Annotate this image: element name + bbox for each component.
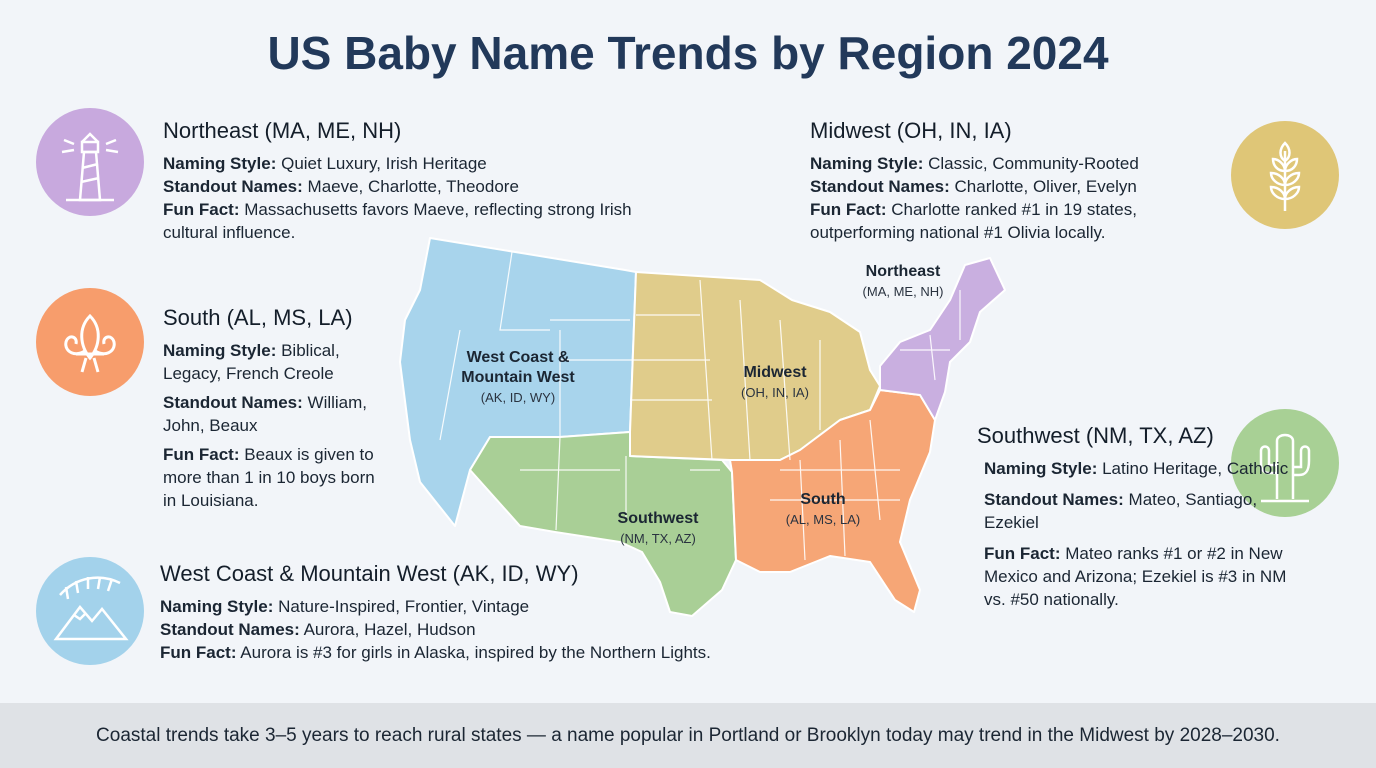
region-panel: Midwest (OH, IN, IA) Naming Style: Classi… — [810, 118, 1180, 244]
detail-text: Mateo ranks #1 or #2 in New Mexico and A… — [984, 544, 1287, 609]
map-region-name: West Coast & Mountain West — [461, 349, 575, 386]
detail-label: Naming Style: — [984, 459, 1098, 478]
detail-label: Naming Style: — [160, 597, 274, 616]
region-detail: Fun Fact: Aurora is #3 for girls in Alas… — [160, 641, 780, 664]
region-detail: Fun Fact: Beaux is given to more than 1 … — [163, 443, 378, 512]
map-label: South (AL, MS, LA) — [763, 490, 883, 530]
wheat-icon — [1231, 121, 1339, 229]
map-label: West Coast & Mountain West (AK, ID, WY) — [448, 348, 588, 408]
region-heading: West Coast & Mountain West (AK, ID, WY) — [160, 561, 579, 586]
map-region-states: (MA, ME, NH) — [862, 284, 944, 299]
region-detail: Standout Names: Mateo, Santiago, Ezekiel — [977, 488, 1307, 534]
region-heading: South (AL, MS, LA) — [163, 305, 353, 330]
map-region-states: (NM, TX, AZ) — [620, 531, 696, 546]
region-detail: Fun Fact: Mateo ranks #1 or #2 in New Me… — [977, 542, 1307, 611]
lighthouse-icon — [36, 108, 144, 216]
detail-text: William, John, Beaux — [163, 393, 368, 435]
detail-label: Standout Names: — [160, 620, 300, 639]
detail-text: Massachusetts favors Maeve, reflecting s… — [163, 200, 632, 242]
title: US Baby Name Trends by Region 2024 — [267, 27, 1109, 79]
map-label: Southwest (NM, TX, AZ) — [598, 509, 718, 549]
south-region — [729, 389, 936, 613]
detail-label: Fun Fact: — [160, 643, 237, 662]
region-panel: West Coast & Mountain West (AK, ID, WY) N… — [160, 561, 780, 664]
detail-text: Beaux is given to more than 1 in 10 boys… — [163, 445, 375, 510]
us-map — [399, 237, 1006, 617]
region-heading: Southwest (NM, TX, AZ) — [977, 423, 1214, 448]
region-detail: Standout Names: William, John, Beaux — [163, 391, 378, 437]
detail-label: Standout Names: — [163, 177, 303, 196]
region-panel: Southwest (NM, TX, AZ) Naming Style: Lati… — [977, 423, 1307, 619]
northeast-region — [879, 257, 1006, 421]
detail-label: Standout Names: — [163, 393, 303, 412]
region-panel: South (AL, MS, LA) Naming Style: Biblical… — [163, 305, 378, 518]
detail-label: Naming Style: — [810, 154, 924, 173]
detail-text: Aurora, Hazel, Hudson — [303, 620, 476, 639]
region-detail: Fun Fact: Massachusetts favors Maeve, re… — [163, 198, 653, 244]
detail-label: Standout Names: — [984, 490, 1124, 509]
region-heading: Midwest (OH, IN, IA) — [810, 118, 1012, 143]
map-region-name: Northeast — [865, 263, 941, 280]
fleur-de-lis-icon — [36, 288, 144, 396]
detail-label: Fun Fact: — [810, 200, 887, 219]
region-detail: Naming Style: Latino Heritage, Catholic — [977, 457, 1307, 480]
detail-text: Quiet Luxury, Irish Heritage — [281, 154, 487, 173]
detail-text: Charlotte ranked #1 in 19 states, outper… — [810, 200, 1137, 242]
map-region-states: (AK, ID, WY) — [480, 390, 556, 405]
region-detail: Standout Names: Charlotte, Oliver, Evely… — [810, 175, 1180, 198]
detail-text: Maeve, Charlotte, Theodore — [307, 177, 519, 196]
detail-text: Charlotte, Oliver, Evelyn — [954, 177, 1137, 196]
region-detail: Standout Names: Aurora, Hazel, Hudson — [160, 618, 780, 641]
region-heading: Northeast (MA, ME, NH) — [163, 118, 402, 143]
map-region-name: Southwest — [617, 510, 699, 527]
detail-label: Fun Fact: — [163, 200, 240, 219]
region-detail: Fun Fact: Charlotte ranked #1 in 19 stat… — [810, 198, 1180, 244]
detail-text: Classic, Community-Rooted — [928, 154, 1139, 173]
map-region-name: Midwest — [743, 364, 807, 381]
cactus-icon — [1231, 409, 1339, 517]
map-region-states: (AL, MS, LA) — [785, 512, 861, 527]
region-detail: Standout Names: Maeve, Charlotte, Theodo… — [163, 175, 653, 198]
map-label: Midwest (OH, IN, IA) — [715, 363, 835, 403]
region-detail: Naming Style: Nature-Inspired, Frontier,… — [160, 595, 780, 618]
mountain-aurora-icon — [36, 557, 144, 665]
detail-text: Latino Heritage, Catholic — [1102, 459, 1289, 478]
region-detail: Naming Style: Quiet Luxury, Irish Herita… — [163, 152, 653, 175]
detail-label: Naming Style: — [163, 341, 277, 360]
region-detail: Naming Style: Biblical, Legacy, French C… — [163, 339, 378, 385]
region-detail: Naming Style: Classic, Community-Rooted — [810, 152, 1180, 175]
footer-note: Coastal trends take 3–5 years to reach r… — [0, 703, 1376, 768]
detail-text: Biblical, Legacy, French Creole — [163, 341, 340, 383]
detail-text: Nature-Inspired, Frontier, Vintage — [278, 597, 530, 616]
detail-text: Aurora is #3 for girls in Alaska, inspir… — [240, 643, 711, 662]
map-label: Northeast (MA, ME, NH) — [843, 262, 963, 302]
detail-label: Fun Fact: — [163, 445, 240, 464]
detail-text: Mateo, Santiago, Ezekiel — [984, 490, 1258, 532]
region-panel: Northeast (MA, ME, NH) Naming Style: Quie… — [163, 118, 653, 244]
map-region-states: (OH, IN, IA) — [741, 385, 809, 400]
detail-label: Standout Names: — [810, 177, 950, 196]
detail-label: Fun Fact: — [984, 544, 1061, 563]
detail-label: Naming Style: — [163, 154, 277, 173]
map-region-name: South — [800, 491, 846, 508]
